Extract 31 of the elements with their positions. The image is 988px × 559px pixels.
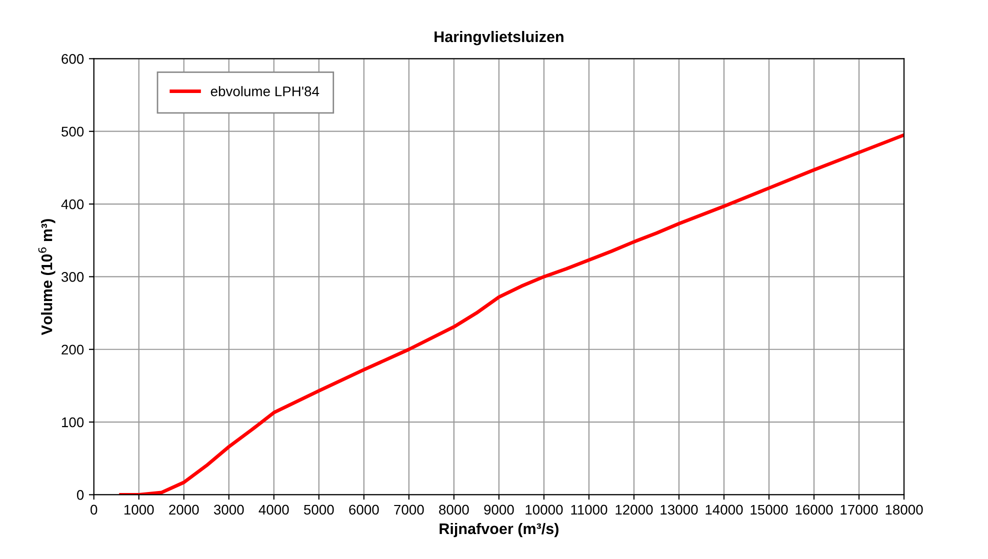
x-tick-label: 11000 bbox=[571, 504, 608, 515]
x-tick-label: 10000 bbox=[526, 504, 563, 515]
y-tick-label: 600 bbox=[62, 54, 84, 64]
x-axis-title: Rijnafvoer (m³/s) bbox=[440, 522, 558, 538]
y-tick-label: 400 bbox=[61, 199, 84, 210]
x-tick-label: 18000 bbox=[886, 504, 923, 515]
x-tick-label: 15000 bbox=[750, 504, 788, 515]
y-tick-label: 200 bbox=[62, 344, 84, 355]
x-tick-label: 0 bbox=[90, 504, 98, 515]
x-tick-label: 3000 bbox=[214, 504, 244, 515]
x-tick-label: 14000 bbox=[706, 504, 743, 515]
y-tick-label: 300 bbox=[61, 272, 84, 282]
x-tick-label: 4000 bbox=[258, 504, 289, 515]
y-tick-label: 500 bbox=[62, 126, 84, 137]
y-tick-label: 100 bbox=[62, 417, 84, 428]
x-tick-label: 1000 bbox=[124, 504, 154, 515]
chart-title: Haringvlietsluizen bbox=[434, 30, 564, 46]
x-tick-label: 5000 bbox=[304, 504, 334, 515]
x-tick-label: 6000 bbox=[349, 504, 379, 515]
x-tick-label: 16000 bbox=[796, 504, 833, 515]
x-tick-label: 17000 bbox=[840, 504, 878, 515]
y-tick-label: 0 bbox=[76, 490, 84, 500]
legend-label: ebvolume LPH'84 bbox=[210, 86, 320, 96]
y-axis-title: Volume (10$^{6}$ m³) bbox=[38, 219, 56, 336]
x-tick-label: 13000 bbox=[660, 504, 698, 515]
x-tick-label: 2000 bbox=[169, 504, 199, 515]
x-tick-label: 7000 bbox=[394, 504, 424, 515]
x-tick-label: 9000 bbox=[484, 504, 514, 515]
x-tick-label: 12000 bbox=[616, 504, 653, 515]
x-tick-label: 8000 bbox=[439, 504, 469, 515]
line-series bbox=[119, 133, 904, 495]
